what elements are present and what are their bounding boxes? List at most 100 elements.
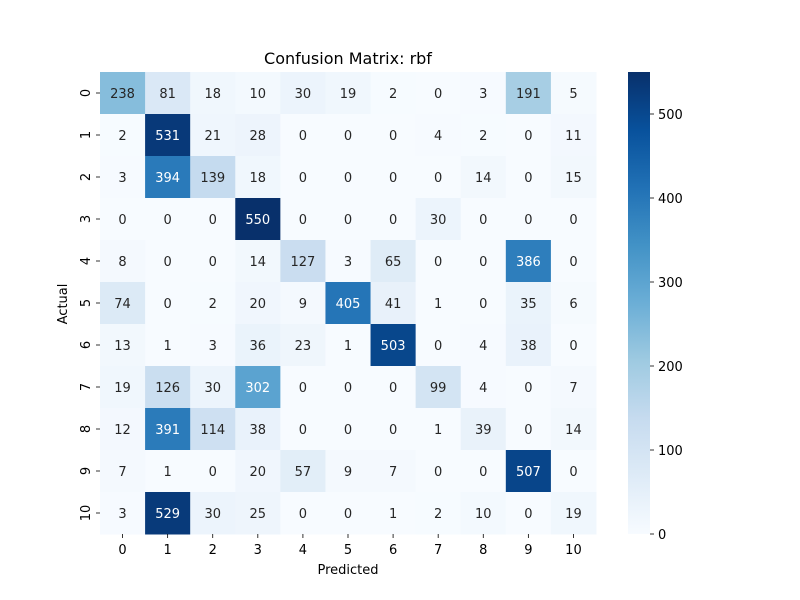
- heatmap-cell: [235, 198, 281, 241]
- heatmap-cell: [460, 198, 507, 241]
- heatmap-cell: [100, 240, 146, 283]
- cell-value-label: 21: [204, 129, 221, 144]
- heatmap-cell: [190, 114, 236, 157]
- heatmap-cell: [235, 408, 281, 451]
- heatmap-cell: [235, 450, 281, 493]
- cell-value-label: 6: [569, 297, 577, 312]
- heatmap-cell: [100, 324, 146, 367]
- heatmap-cell: [280, 198, 326, 241]
- cell-value-label: 507: [516, 465, 541, 480]
- cell-value-label: 0: [479, 213, 487, 228]
- colorbar-tick-label: 300: [658, 276, 683, 291]
- heatmap-cell: [235, 156, 281, 199]
- chart-title: Confusion Matrix: rbf: [264, 49, 432, 68]
- heatmap-cell: [460, 72, 507, 115]
- heatmap-cell: [235, 282, 281, 325]
- cell-value-label: 3: [118, 507, 126, 522]
- heatmap-cell: [190, 366, 236, 409]
- heatmap-cell: [235, 492, 281, 535]
- x-tick-label: 4: [299, 543, 307, 558]
- heatmap-cell: [325, 408, 372, 451]
- heatmap-cell: [235, 72, 281, 115]
- heatmap-cell: [235, 324, 281, 367]
- heatmap-cell: [190, 282, 236, 325]
- heatmap-cell: [100, 492, 146, 535]
- colorbar-tick-label: 100: [658, 444, 683, 459]
- heatmap-cell: [325, 72, 372, 115]
- cell-value-label: 127: [290, 255, 315, 270]
- cell-value-label: 25: [250, 507, 267, 522]
- cell-value-label: 386: [516, 255, 541, 270]
- cell-value-label: 28: [250, 129, 267, 144]
- heatmap-cell: [415, 240, 462, 283]
- heatmap-cell: [280, 156, 326, 199]
- cell-value-label: 8: [118, 255, 126, 270]
- heatmap-cell: [505, 492, 552, 535]
- y-tick-label: 10: [79, 505, 94, 522]
- heatmap-cell: [505, 408, 552, 451]
- cell-value-label: 2: [434, 507, 442, 522]
- colorbar: 0 100 200 300 400 500: [628, 72, 683, 543]
- heatmap-cell: [280, 114, 326, 157]
- heatmap-cell: [100, 72, 146, 115]
- cell-value-label: 0: [299, 171, 307, 186]
- heatmap-cell: [370, 366, 417, 409]
- cell-value-label: 503: [381, 339, 406, 354]
- heatmap-cell: [145, 240, 191, 283]
- x-axis-ticks: 0 1 2 3 4 5 6 7 8 9 10: [118, 534, 582, 558]
- y-tick-label: 6: [79, 341, 94, 349]
- cell-value-label: 14: [475, 171, 492, 186]
- cell-value-label: 20: [250, 465, 267, 480]
- colorbar-gradient: [628, 72, 650, 534]
- cell-value-label: 74: [114, 297, 131, 312]
- cell-value-label: 0: [299, 213, 307, 228]
- heatmap-cell: [415, 198, 462, 241]
- cell-value-label: 18: [204, 87, 221, 102]
- heatmap-cell: [505, 72, 552, 115]
- heatmap-cell: [280, 408, 326, 451]
- y-axis-ticks: 0 1 2 3 4 5 6 7 8 9 10: [79, 89, 100, 521]
- heatmap-cell: [280, 282, 326, 325]
- cell-value-label: 1: [344, 339, 352, 354]
- heatmap-cell: [145, 282, 191, 325]
- heatmap-cell: [145, 72, 191, 115]
- cell-value-label: 30: [204, 381, 221, 396]
- heatmap-cell: [505, 240, 552, 283]
- cell-value-label: 238: [110, 87, 135, 102]
- heatmap-cell: [190, 492, 236, 535]
- heatmap-cell: [460, 366, 507, 409]
- heatmap-cell: [370, 492, 417, 535]
- cell-value-label: 9: [299, 297, 307, 312]
- heatmap-cell: [415, 366, 462, 409]
- heatmap-cell: [280, 324, 326, 367]
- y-tick-label: 4: [79, 257, 94, 265]
- cell-value-label: 38: [520, 339, 537, 354]
- cell-value-label: 0: [389, 129, 397, 144]
- heatmap-cell: [550, 492, 597, 535]
- cell-value-label: 0: [434, 465, 442, 480]
- cell-value-label: 0: [344, 507, 352, 522]
- y-tick-label: 1: [79, 131, 94, 139]
- cell-value-label: 19: [565, 507, 582, 522]
- heatmap-cell: [505, 324, 552, 367]
- cell-value-label: 2: [479, 129, 487, 144]
- heatmap-cell: [325, 240, 372, 283]
- cell-value-label: 65: [385, 255, 402, 270]
- cell-value-label: 0: [389, 381, 397, 396]
- cell-value-label: 0: [524, 507, 532, 522]
- cell-value-label: 4: [479, 339, 487, 354]
- cell-value-label: 12: [114, 423, 131, 438]
- cell-value-label: 10: [475, 507, 492, 522]
- heatmap-cell: [415, 450, 462, 493]
- heatmap-cell: [460, 492, 507, 535]
- heatmap-cell: [325, 324, 372, 367]
- heatmap-cell: [145, 408, 191, 451]
- cell-value-label: 0: [163, 297, 171, 312]
- x-tick-label: 9: [524, 543, 532, 558]
- heatmap-cell: [280, 240, 326, 283]
- cell-value-label: 0: [299, 381, 307, 396]
- cell-value-label: 3: [209, 339, 217, 354]
- y-tick-label: 0: [79, 89, 94, 97]
- cell-value-label: 14: [565, 423, 582, 438]
